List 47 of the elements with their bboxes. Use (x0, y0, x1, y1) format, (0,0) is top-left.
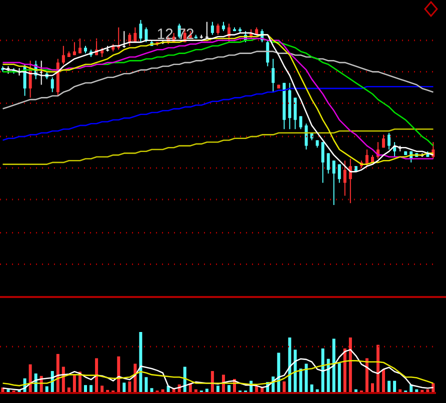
candlestick (50, 76, 54, 93)
candlestick (128, 32, 132, 46)
candlestick (272, 58, 275, 93)
candlestick (266, 40, 270, 67)
candlestick (294, 97, 297, 130)
candlestick (382, 134, 386, 148)
candlestick (365, 149, 368, 167)
bar (117, 356, 120, 393)
candlestick (216, 23, 220, 36)
candlestick (210, 21, 214, 36)
bar (128, 381, 132, 393)
bar (282, 381, 286, 393)
candlestick (62, 45, 65, 65)
bar (288, 337, 292, 393)
bar (144, 377, 148, 393)
candlestick (326, 152, 330, 174)
bar (122, 382, 126, 393)
bar (72, 375, 76, 393)
bar (294, 350, 297, 393)
candlestick (72, 42, 76, 56)
bar (321, 348, 324, 393)
bar (370, 383, 374, 393)
candlestick (139, 20, 142, 43)
candlestick (299, 116, 302, 130)
candlestick (388, 132, 391, 150)
candlestick (134, 26, 137, 43)
candlestick (222, 21, 225, 32)
bar (56, 354, 60, 393)
bar (393, 380, 396, 393)
bar (332, 338, 336, 393)
bar (304, 364, 308, 393)
candlestick (338, 164, 341, 184)
candlestick (78, 38, 82, 54)
candlestick (144, 26, 148, 43)
bar (277, 352, 280, 393)
bar (382, 369, 386, 393)
bar (348, 337, 352, 393)
candlestick (321, 142, 324, 184)
bar (343, 348, 346, 393)
bar (299, 368, 302, 393)
bar (376, 344, 380, 393)
bar (338, 363, 341, 393)
bar (95, 358, 98, 393)
candlestick (343, 160, 346, 196)
candlestick (332, 160, 336, 205)
bar (139, 332, 142, 393)
bar (388, 380, 391, 393)
